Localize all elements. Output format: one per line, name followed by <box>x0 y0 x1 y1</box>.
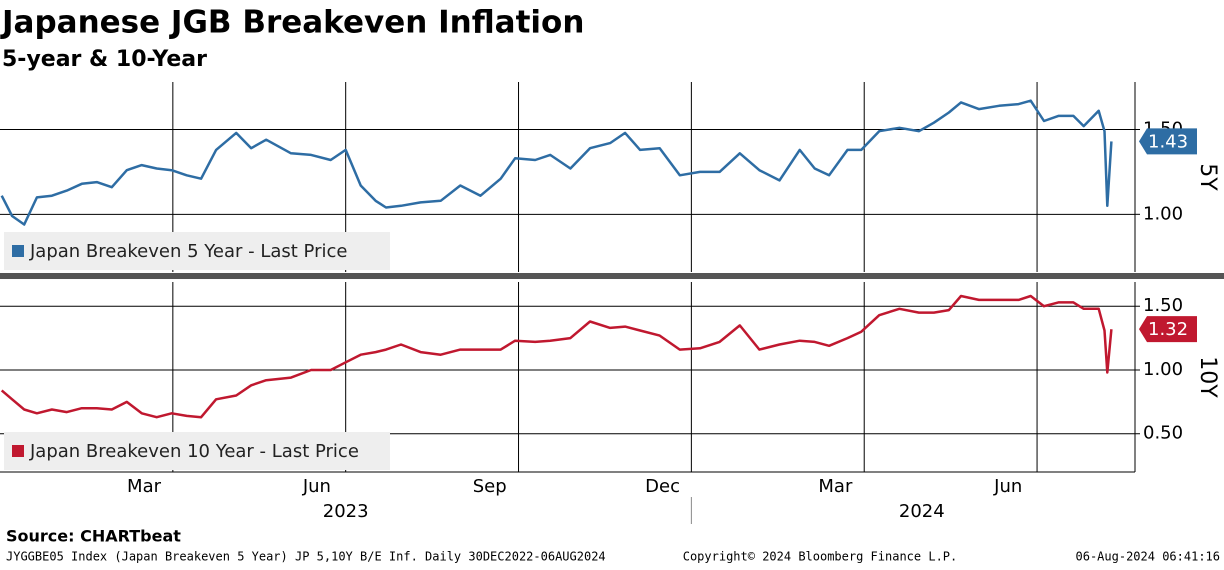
chart-subtitle: 5-year & 10-Year <box>2 47 207 72</box>
x-tick-label: Jun <box>993 476 1022 497</box>
copyright: Copyright© 2024 Bloomberg Finance L.P. <box>683 550 958 564</box>
data-line <box>0 294 1113 419</box>
x-tick-label: Mar <box>127 476 162 497</box>
legend-swatch <box>12 245 24 257</box>
last-price-tag <box>1139 316 1197 343</box>
x-year-label: 2024 <box>899 501 945 522</box>
legend-label: Japan Breakeven 5 Year - Last Price <box>29 241 347 262</box>
legend-swatch <box>12 445 24 457</box>
x-tick-label: Dec <box>645 476 680 497</box>
data-line <box>0 99 1113 226</box>
timestamp: 06-Aug-2024 06:41:16 <box>1076 550 1221 564</box>
last-price-label: 1.32 <box>1148 319 1188 340</box>
legend-box <box>4 432 390 470</box>
y-axis-label: 10Y <box>1195 356 1220 398</box>
x-tick-label: Jun <box>302 476 331 497</box>
footnote: JYGGBE05 Index (Japan Breakeven 5 Year) … <box>6 550 606 564</box>
legend-label: Japan Breakeven 10 Year - Last Price <box>29 441 359 462</box>
y-axis-label: 5Y <box>1195 163 1220 191</box>
y-tick-label: 1.50 <box>1143 295 1183 316</box>
y-tick-label: 1.00 <box>1143 359 1183 380</box>
y-tick-label: 1.00 <box>1143 203 1183 224</box>
panel-divider <box>0 273 1224 279</box>
last-price-tag <box>1139 128 1197 155</box>
y-tick-label: 0.50 <box>1143 423 1183 444</box>
x-year-label: 2023 <box>323 501 369 522</box>
x-tick-label: Sep <box>473 476 507 497</box>
source: Source: CHARTbeat <box>6 527 181 546</box>
chart-title: Japanese JGB Breakeven Inflation <box>0 5 584 41</box>
x-tick-label: Mar <box>818 476 853 497</box>
legend-box <box>4 232 390 270</box>
last-price-label: 1.43 <box>1148 131 1188 152</box>
